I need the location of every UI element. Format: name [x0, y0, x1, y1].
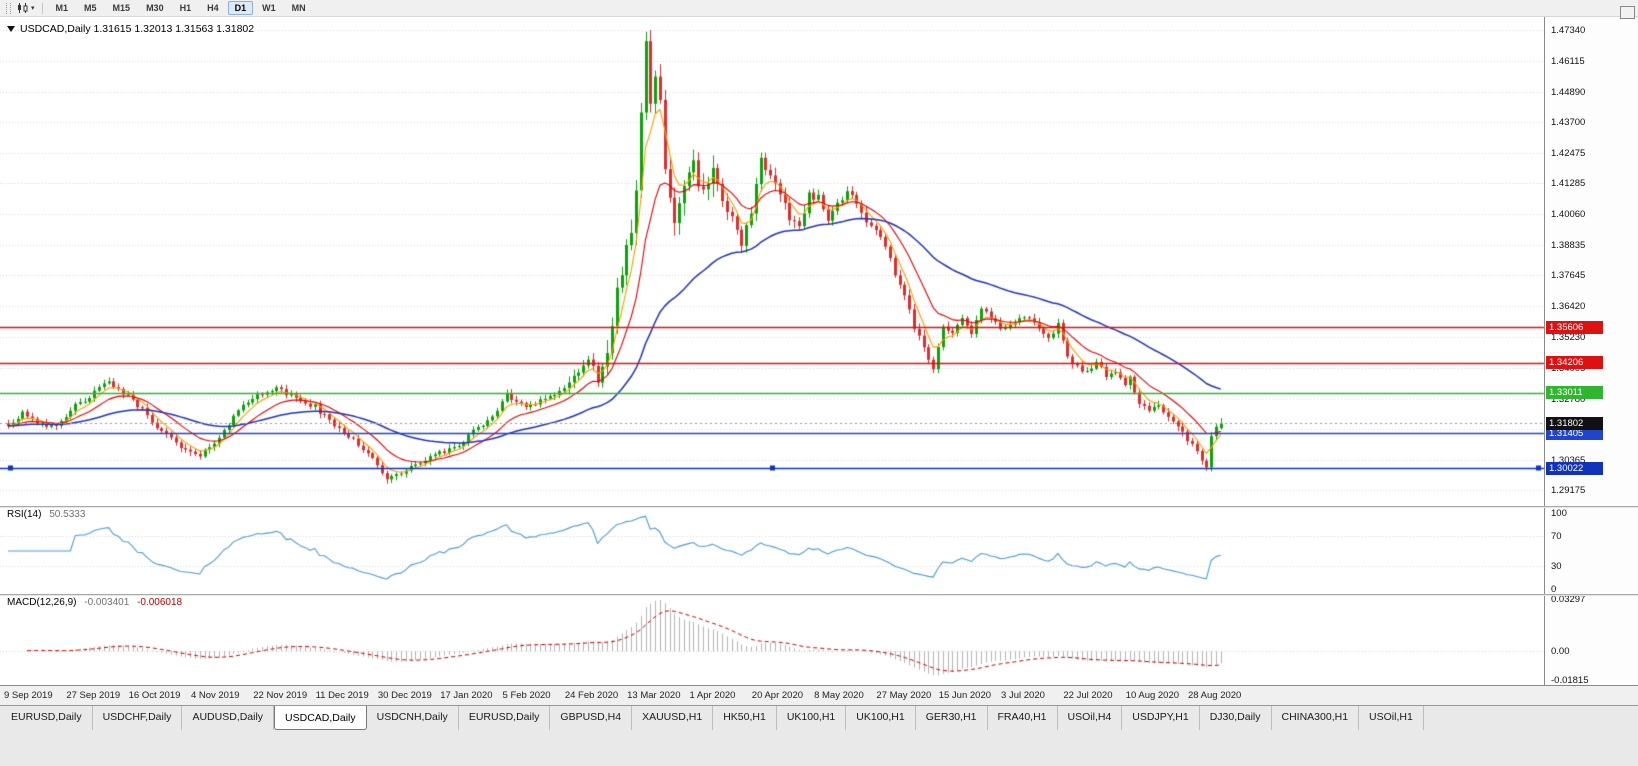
- chart-tab-13[interactable]: USOil,H4: [1058, 706, 1123, 730]
- date-label: 11 Dec 2019: [315, 690, 369, 701]
- date-label: 10 Aug 2020: [1125, 690, 1180, 701]
- chevron-down-icon: ▾: [31, 5, 35, 12]
- macd-label: MACD(12,26,9) -0.003401 -0.006018: [7, 597, 182, 608]
- hline-price-label: 1.35606: [1546, 320, 1603, 334]
- date-axis[interactable]: 9 Sep 2019 27 Sep 2019 16 Oct 2019 4 Nov 20…: [0, 685, 1638, 705]
- chart-tab-17[interactable]: USOil,H1: [1359, 706, 1424, 730]
- date-label: 30 Dec 2019: [377, 690, 432, 701]
- current-price-label: 1.31802: [1546, 416, 1603, 430]
- price-tick: 1.37645: [1551, 270, 1586, 282]
- toolbar-separator: [41, 2, 43, 14]
- chart-tab-12[interactable]: FRA40,H1: [988, 706, 1058, 730]
- chart-tab-8[interactable]: HK50,H1: [713, 706, 777, 730]
- chart-tab-1[interactable]: USDCHF,Daily: [93, 706, 183, 730]
- candlestick-chart-icon: [18, 3, 28, 13]
- timeframe-button-m5[interactable]: M5: [84, 3, 97, 13]
- price-tick: 1.46115: [1551, 56, 1585, 68]
- price-tick: 1.42475: [1551, 148, 1586, 160]
- timeframe-button-h4[interactable]: H4: [207, 3, 219, 13]
- price-axis[interactable]: 1.47340 1.46115 1.44890 1.43700 1.42475 1.412…: [1544, 17, 1638, 686]
- macd-main-value: -0.003401: [84, 597, 130, 608]
- date-label: 13 Mar 2020: [627, 690, 681, 701]
- timeframe-buttons: M1 M5 M15 M30 H1 H4 D1 W1 MN: [48, 1, 314, 15]
- rsi-axis-label: 70: [1551, 530, 1562, 542]
- macd-axis-label: -0.01815: [1551, 675, 1589, 686]
- macd-axis-label: 0.00: [1551, 646, 1570, 658]
- date-label: 15 Jun 2020: [938, 690, 992, 701]
- chart-tab-11[interactable]: GER30,H1: [916, 706, 988, 730]
- timeframe-button-m30[interactable]: M30: [146, 3, 164, 13]
- price-tick: 1.29175: [1551, 484, 1586, 496]
- chart-tab-9[interactable]: UK100,H1: [777, 706, 847, 730]
- rsi-axis-label: 100: [1551, 508, 1567, 519]
- hline-price-label: 1.33011: [1546, 386, 1603, 400]
- price-tick: 1.30365: [1551, 454, 1586, 466]
- chart-canvas[interactable]: [0, 17, 1638, 685]
- date-label: 4 Nov 2019: [190, 690, 240, 701]
- price-tick: 1.44890: [1551, 87, 1586, 99]
- date-label: 3 Jul 2020: [1001, 690, 1045, 701]
- hline-price-label: 1.30022: [1546, 461, 1603, 475]
- timeframe-button-d1[interactable]: D1: [227, 1, 254, 15]
- price-tick: 1.43700: [1551, 117, 1586, 129]
- timeframe-button-mn[interactable]: MN: [291, 3, 306, 13]
- timeframe-button-m15[interactable]: M15: [112, 3, 131, 13]
- panel-divider-rsi[interactable]: [0, 506, 1638, 508]
- date-label: 24 Feb 2020: [564, 690, 619, 701]
- price-tick: 1.38835: [1551, 240, 1586, 252]
- price-tick: 1.40060: [1551, 209, 1586, 221]
- chart-tabs: EURUSD,Daily USDCHF,Daily AUDUSD,Daily USDC…: [0, 706, 1638, 730]
- rsi-label: RSI(14) 50.5333: [7, 509, 85, 520]
- panel-divider-macd[interactable]: [0, 594, 1638, 596]
- macd-signal-value: -0.006018: [137, 597, 183, 608]
- chart-tab-16[interactable]: CHINA300,H1: [1272, 706, 1360, 730]
- chart-tab-6[interactable]: GBPUSD,H4: [550, 706, 633, 730]
- hline-price-label: 1.31405: [1546, 426, 1603, 440]
- chart-tab-4[interactable]: USDCNH,Daily: [367, 706, 459, 730]
- scroll-up-button[interactable]: [1620, 6, 1635, 19]
- macd-name: MACD(12,26,9): [7, 597, 77, 608]
- date-label: 27 Sep 2019: [66, 690, 121, 701]
- symbol-ohlc-text: USDCAD,Daily 1.31615 1.32013 1.31563 1.3…: [20, 23, 255, 35]
- date-label: 20 Apr 2020: [751, 690, 804, 701]
- chart-tab-7[interactable]: XAUUSD,H1: [632, 706, 714, 730]
- timeframe-button-h1[interactable]: H1: [179, 3, 192, 13]
- date-label: 22 Nov 2019: [253, 690, 308, 701]
- date-label: 28 Aug 2020: [1187, 690, 1242, 701]
- chart-tab-3[interactable]: USDCAD,Daily: [274, 706, 367, 730]
- chart-tab-14[interactable]: USDJPY,H1: [1122, 706, 1200, 730]
- date-label: 8 May 2020: [814, 690, 864, 701]
- price-tick: 1.47340: [1551, 25, 1586, 36]
- rsi-name: RSI(14): [7, 509, 42, 520]
- chart-type-button[interactable]: ▾: [14, 1, 37, 16]
- chart-tab-0[interactable]: EURUSD,Daily: [1, 706, 93, 730]
- price-tick: 1.41285: [1551, 178, 1586, 190]
- date-label: 1 Apr 2020: [689, 690, 736, 701]
- date-label: 22 Jul 2020: [1063, 690, 1113, 701]
- date-label: 16 Oct 2019: [128, 690, 181, 701]
- bottom-chrome: EURUSD,Daily USDCHF,Daily AUDUSD,Daily USDC…: [0, 705, 1638, 766]
- hline-price-label: 1.34206: [1546, 356, 1603, 370]
- timeframe-toolbar: ▾ M1 M5 M15 M30 H1 H4 D1 W1 MN: [0, 0, 1638, 17]
- macd-axis-label: 0.03297: [1551, 594, 1586, 605]
- date-label: 27 May 2020: [876, 690, 932, 701]
- timeframe-button-m1[interactable]: M1: [55, 3, 69, 13]
- price-tick: 1.35230: [1551, 331, 1586, 343]
- timeframe-button-w1[interactable]: W1: [262, 3, 276, 13]
- rsi-value: 50.5333: [49, 509, 86, 520]
- rsi-axis-label: 30: [1551, 561, 1562, 573]
- toolbar-grip[interactable]: [6, 2, 11, 14]
- chart-tab-5[interactable]: EURUSD,Daily: [459, 706, 551, 730]
- date-label: 9 Sep 2019: [4, 690, 53, 701]
- chart-ohlc-line: USDCAD,Daily 1.31615 1.32013 1.31563 1.3…: [7, 23, 254, 35]
- rsi-axis-label: 0: [1551, 584, 1557, 595]
- date-label: 5 Feb 2020: [502, 690, 551, 701]
- price-tick: 1.36420: [1551, 301, 1586, 313]
- chart-tab-2[interactable]: AUDUSD,Daily: [182, 706, 275, 730]
- chart-tab-10[interactable]: UK100,H1: [846, 706, 916, 730]
- symbol-marker-icon: [7, 26, 15, 32]
- date-label: 17 Jan 2020: [440, 690, 493, 701]
- chart-tab-15[interactable]: DJ30,Daily: [1200, 706, 1272, 730]
